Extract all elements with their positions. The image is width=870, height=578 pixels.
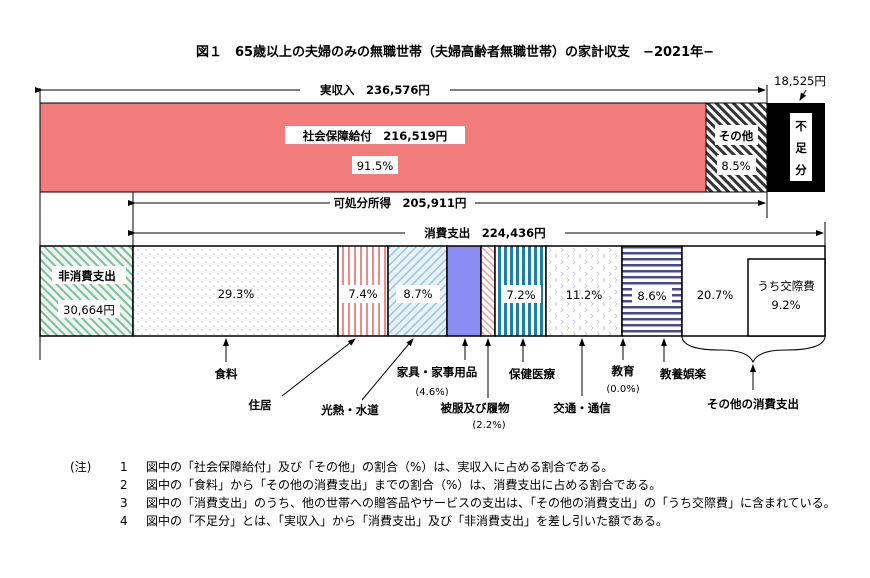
- deficit-label-3: 分: [795, 163, 807, 177]
- actual-income-label: 実収入 236,576円: [320, 83, 430, 97]
- other-income-label: その他: [719, 129, 754, 143]
- label-furniture-pct: (4.6%): [415, 387, 448, 398]
- label-housing: 住居: [249, 398, 272, 412]
- label-utilities: 光熱・水道: [320, 403, 379, 417]
- transport-pct: 11.2%: [566, 288, 603, 302]
- label-clothing: 被服及び履物: [441, 401, 510, 415]
- label-clothing-pct: (2.2%): [472, 420, 505, 431]
- social-expense-pct: 9.2%: [771, 298, 800, 312]
- label-education-pct: (0.0%): [606, 384, 639, 395]
- label-other-consumption: その他の消費支出: [707, 397, 799, 411]
- consumption-label: 消費支出 224,436円: [424, 226, 545, 240]
- label-education: 教育: [611, 364, 635, 378]
- note-number: 1: [120, 460, 128, 474]
- other-consumption-pct: 20.7%: [697, 288, 734, 302]
- transport-segment: [545, 245, 623, 337]
- label-culture: 教養娯楽: [659, 367, 706, 381]
- social-security-segment: [39, 102, 707, 193]
- housing-pct: 7.4%: [348, 287, 377, 301]
- other-consumption-brace: [681, 336, 826, 364]
- utilities-pct: 8.7%: [403, 287, 432, 301]
- non-consumption-segment: [39, 245, 134, 337]
- clothing-segment: [480, 245, 496, 337]
- social-expense-label: うち交際費: [757, 279, 815, 293]
- health-pct: 7.2%: [506, 288, 535, 302]
- non-consumption-amount: 30,664円: [63, 303, 115, 317]
- furniture-segment: [446, 245, 482, 337]
- notes-head: (注): [70, 460, 92, 474]
- social-security-pct: 91.5%: [357, 159, 394, 173]
- other-income-segment: [705, 102, 768, 193]
- social-security-label: 社会保障給付 216,519円: [302, 129, 447, 143]
- label-furniture: 家具・家事用品: [397, 365, 478, 379]
- note-number: 4: [120, 514, 128, 528]
- note-text: 図中の「食料」から「その他の消費支出」までの割合（%）は、消費支出に占める割合で…: [146, 478, 662, 492]
- culture-pct: 8.6%: [637, 289, 666, 303]
- deficit-label-2: 足: [795, 141, 807, 155]
- food-segment: [132, 245, 339, 337]
- label-transport: 交通・通信: [553, 401, 611, 415]
- deficit-label-1: 不: [795, 119, 807, 133]
- note-text: 図中の「社会保障給付」及び「その他」の割合（%）は、実収入に占める割合である。: [146, 460, 614, 474]
- non-consumption-label: 非消費支出: [58, 269, 116, 283]
- note-text: 図中の「消費支出」のうち、他の世帯への贈答品やサービスの支出は、「その他の消費支…: [146, 496, 836, 510]
- label-health: 保健医療: [508, 367, 555, 381]
- other-income-pct: 8.5%: [721, 159, 750, 173]
- notes: (注) 1 図中の「社会保障給付」及び「その他」の割合（%）は、実収入に占める割合で…: [70, 458, 836, 530]
- note-text: 図中の「不足分」とは、「実収入」から「消費支出」及び「非消費支出」を差し引いた額…: [146, 514, 668, 528]
- disposable-income-label: 可処分所得 205,911円: [334, 196, 467, 210]
- note-number: 3: [120, 496, 128, 510]
- social-expense-box: [747, 258, 826, 337]
- page-title: 図１ 65歳以上の夫婦のみの無職世帯（夫婦高齢者無職世帯）の家計収支 −2021…: [196, 44, 714, 60]
- note-number: 2: [120, 478, 128, 492]
- deficit-amount: 18,525円: [774, 74, 826, 88]
- label-food: 食料: [215, 367, 238, 381]
- food-pct: 29.3%: [218, 287, 255, 301]
